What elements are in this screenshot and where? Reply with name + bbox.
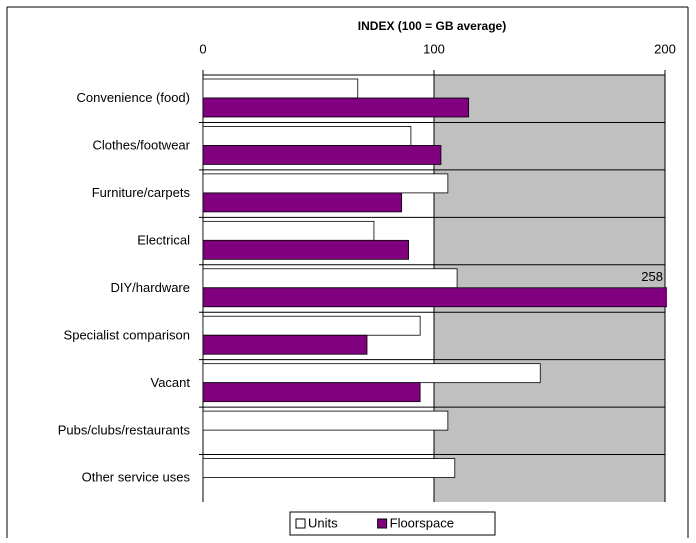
legend-swatch (377, 518, 388, 529)
bar (203, 192, 403, 213)
bars (203, 78, 667, 478)
bar (203, 410, 449, 431)
bar (203, 239, 409, 260)
data-label: 258 (641, 269, 663, 284)
bar (203, 220, 375, 241)
bar (203, 145, 442, 165)
legend-swatch (295, 518, 306, 529)
y-tick-label: Specialist comparison (64, 327, 190, 342)
chart-title: INDEX (100 = GB average) (358, 19, 506, 33)
y-tick-label: Clothes/footwear (92, 138, 190, 153)
y-tick-label: Vacant (150, 375, 190, 390)
bar (203, 315, 421, 336)
x-tick-label: 0 (199, 41, 206, 56)
bar (203, 334, 368, 355)
bar (203, 78, 359, 99)
y-tick-label: Electrical (137, 232, 190, 247)
bar (203, 268, 458, 289)
y-tick-label: DIY/hardware (111, 280, 190, 295)
y-tick-label: Furniture/carpets (92, 185, 191, 200)
bar (203, 173, 449, 194)
y-tick-label: Other service uses (82, 470, 191, 485)
x-tick-label: 100 (423, 41, 445, 56)
legend-label: Floorspace (390, 515, 454, 530)
legend (289, 511, 496, 536)
bar (203, 458, 456, 478)
y-tick-label: Pubs/clubs/restaurants (58, 422, 191, 437)
x-tick-label: 200 (654, 41, 676, 56)
bar (203, 97, 470, 118)
y-tick-label: Convenience (food) (77, 90, 190, 105)
bar (203, 363, 541, 384)
bar (203, 382, 421, 403)
bar (203, 126, 412, 146)
bar (203, 287, 667, 308)
legend-label: Units (308, 515, 338, 530)
